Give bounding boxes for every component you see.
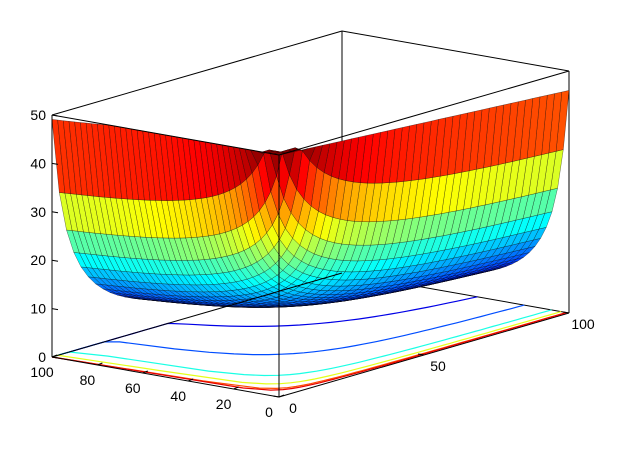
x-tick [233,386,239,390]
z-tick [51,308,59,311]
z-tick-label: 40 [30,155,46,171]
surface-mesh [51,90,570,308]
axes-box-front [51,70,570,398]
z-tick [51,211,59,214]
box-edge-front-bottom [51,356,280,398]
x-tick-label: 40 [170,388,186,404]
y-tick-label: 0 [289,400,297,416]
x-tick [97,362,103,366]
y-tick-label: 50 [430,358,446,374]
box-edge-right-top [278,70,570,156]
z-tick-label: 20 [30,252,46,268]
box-edge-left-bottom [51,272,343,358]
x-tick-label: 0 [265,404,273,420]
contour-level-10 [51,304,525,358]
y-tick-label: 100 [571,316,595,332]
x-tick [142,370,148,374]
z-tick-label: 0 [38,349,46,365]
box-edge-front-top [51,114,280,156]
x-tick-label: 60 [125,380,141,396]
y-axis-ticks: 0 50 100 [272,311,595,416]
z-tick-label: 10 [30,301,46,317]
x-tick [278,394,285,398]
x-tick-label: 20 [216,396,232,412]
floor-contours [51,296,567,391]
y-tick [272,395,280,398]
y-tick [417,353,425,356]
x-tick-label: 100 [30,364,54,380]
contour-level-20 [51,309,552,377]
x-tick-label: 80 [80,372,96,388]
z-tick [51,259,59,262]
x-axis-ticks: 100 80 60 40 20 0 [30,354,285,420]
z-axis-ticks: 0 10 20 30 40 50 [30,107,59,365]
box-edge-back-top [341,30,570,72]
x-tick [188,378,194,382]
box-edge-left-top [51,30,343,116]
contour-level-30 [51,311,562,385]
y-tick [562,311,570,314]
z-tick-label: 30 [30,204,46,220]
z-tick [51,114,59,117]
z-tick-label: 50 [30,107,46,123]
x-tick [51,354,58,358]
z-tick [51,356,59,359]
z-tick [51,162,59,165]
